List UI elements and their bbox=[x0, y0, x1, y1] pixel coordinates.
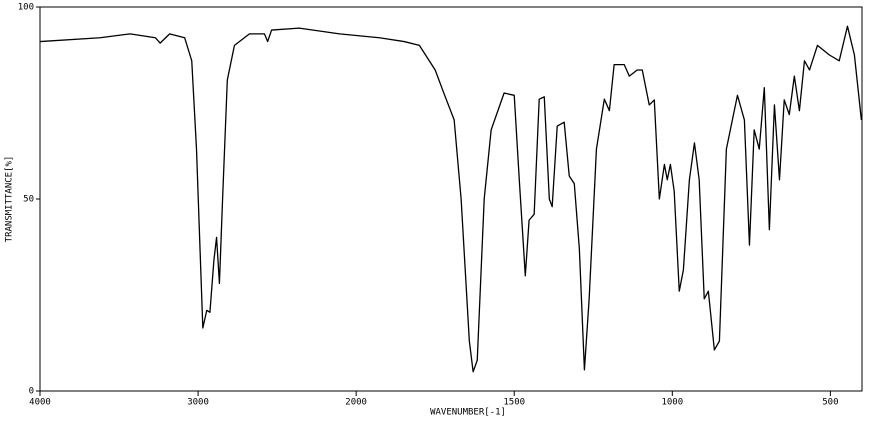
y-tick-label: 100 bbox=[18, 3, 34, 13]
x-tick-label: 1000 bbox=[661, 398, 683, 408]
y-axis-label: TRANSMITTANCE[%] bbox=[5, 156, 15, 243]
spectrum-line bbox=[39, 25, 863, 373]
plot-frame bbox=[39, 6, 863, 392]
y-tick-label: 50 bbox=[23, 195, 34, 205]
x-axis-label: WAVENUMBER[-1] bbox=[430, 408, 506, 418]
x-tick-label: 3000 bbox=[187, 398, 209, 408]
x-tick-label: 500 bbox=[822, 398, 838, 408]
y-tick-label: 0 bbox=[29, 387, 34, 397]
x-tick-label: 4000 bbox=[29, 398, 51, 408]
x-tick-label: 2000 bbox=[345, 398, 367, 408]
x-tick-label: 1500 bbox=[503, 398, 525, 408]
